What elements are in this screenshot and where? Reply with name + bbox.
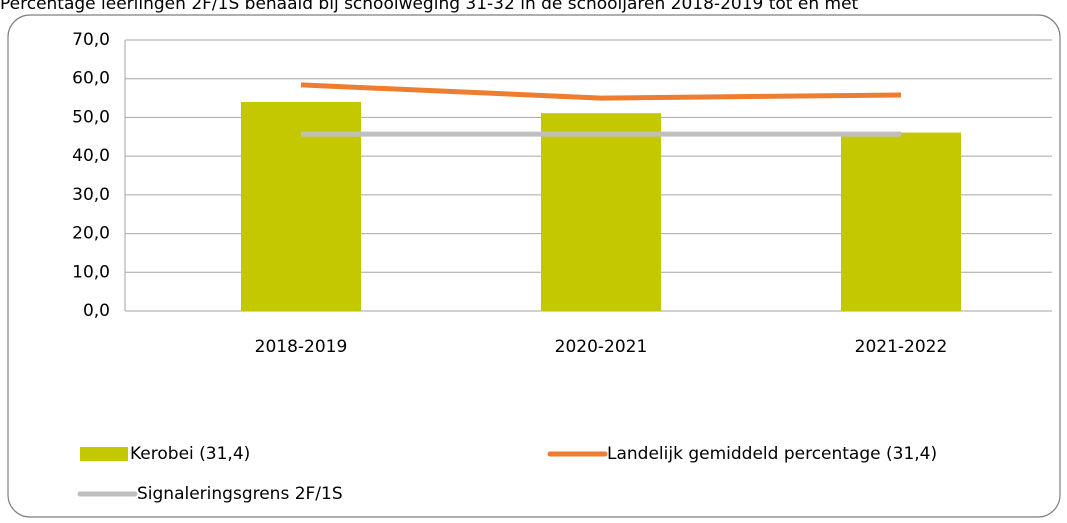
y-tick-label: 20,0 [72,224,110,244]
x-tick-label: 2021-2022 [855,337,948,357]
y-tick-label: 70,0 [72,30,110,50]
y-tick-label: 60,0 [72,69,110,89]
y-tick-label: 10,0 [72,262,110,282]
chart-title: Percentage leerlingen 2F/1S behaald bij … [0,0,859,14]
legend-label: Kerobei (31,4) [130,444,250,464]
legend-label: Landelijk gemiddeld percentage (31,4) [607,444,937,464]
y-tick-label: 30,0 [72,185,110,205]
y-tick-label: 40,0 [72,146,110,166]
bar [541,113,661,311]
legend-swatch [80,447,128,461]
bar [241,101,361,311]
bar [841,132,961,311]
legend-label: Signaleringsgrens 2F/1S [137,484,343,504]
y-tick-label: 0,0 [83,301,110,321]
x-tick-label: 2020-2021 [555,337,648,357]
y-tick-label: 50,0 [72,107,110,127]
line-series [300,82,902,101]
x-tick-label: 2018-2019 [255,337,348,357]
